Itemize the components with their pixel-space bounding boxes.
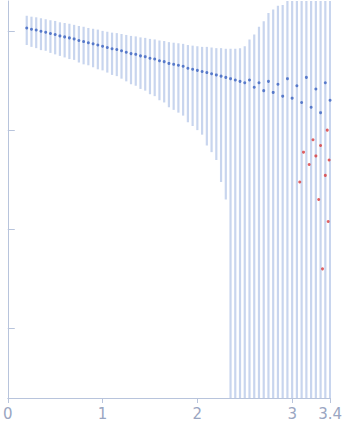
svg-text:0: 0	[3, 405, 13, 423]
svg-text:3.4: 3.4	[318, 405, 342, 423]
svg-text:3: 3	[287, 405, 297, 423]
svg-text:2: 2	[193, 405, 203, 423]
svg-text:1: 1	[98, 405, 108, 423]
